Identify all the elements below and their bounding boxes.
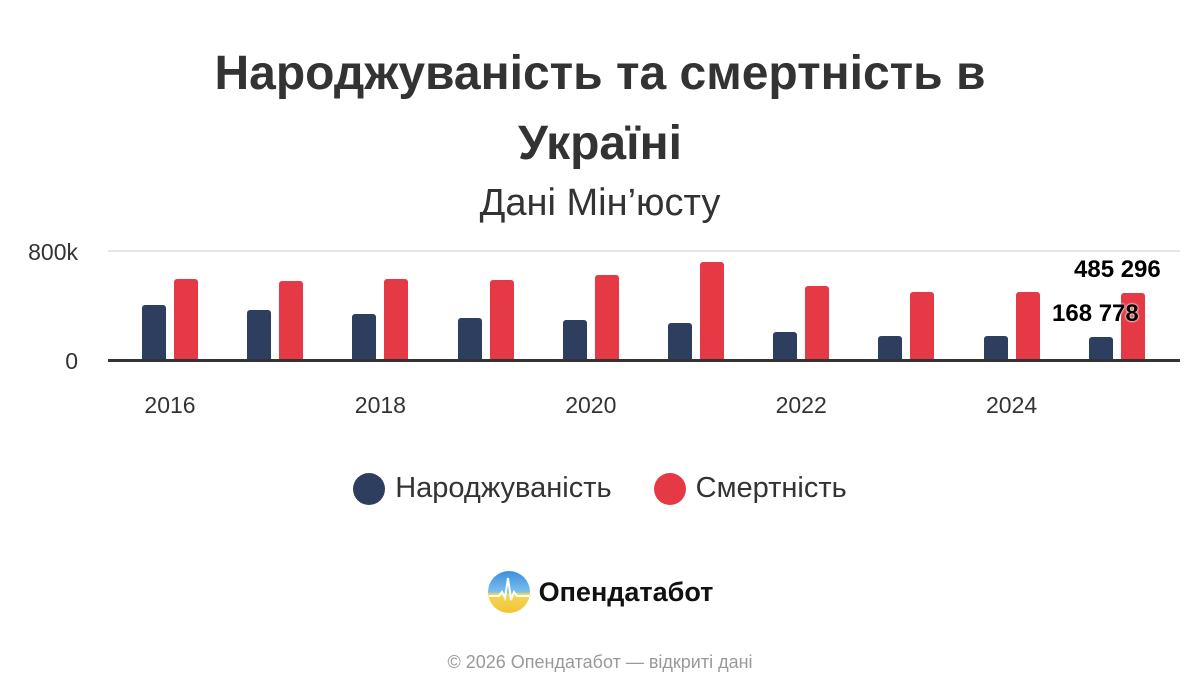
- bar-deaths-2019[interactable]: [489, 280, 514, 360]
- data-label-deaths-2025: 485 296: [1074, 256, 1161, 283]
- gridline-800k: [108, 250, 1180, 252]
- bar-deaths-2023[interactable]: [910, 292, 935, 360]
- bar-births-2018[interactable]: [352, 314, 377, 360]
- x-tick-2016: 2016: [144, 392, 196, 418]
- footer-copyright: © 2026 Опендатабот — відкриті дані: [447, 652, 753, 672]
- legend: Народжуваність Смертність: [0, 472, 1200, 505]
- bar-births-2017[interactable]: [247, 310, 272, 360]
- x-tick-2022: 2022: [775, 392, 827, 418]
- bar-deaths-2017[interactable]: [279, 281, 304, 360]
- brand-logo: Опендатабот: [0, 570, 1200, 614]
- bar-births-2020[interactable]: [562, 320, 587, 360]
- legend-dot-icon: [653, 472, 686, 505]
- chart-subtitle: Дані Мін’юсту: [479, 182, 721, 224]
- legend-label-deaths: Смертність: [695, 472, 847, 504]
- y-tick-0: 0: [65, 348, 78, 374]
- chart-title-line-2: Україні: [518, 117, 682, 170]
- legend-item-births[interactable]: Народжуваність: [353, 472, 612, 505]
- y-tick-800k: 800k: [28, 239, 78, 265]
- chart-title-line-1: Народжуваність та смертність в: [214, 47, 986, 100]
- bar-deaths-2024[interactable]: [1015, 292, 1040, 360]
- bar-deaths-2018[interactable]: [384, 279, 409, 360]
- data-label-births-2025: 168 778: [1052, 300, 1139, 327]
- legend-dot-icon: [353, 472, 386, 505]
- legend-item-deaths[interactable]: Смертність: [653, 472, 847, 505]
- bar-births-2025[interactable]: [1088, 337, 1113, 360]
- x-tick-2020: 2020: [565, 392, 617, 418]
- bar-deaths-2025[interactable]: [1120, 293, 1145, 360]
- bar-births-2024[interactable]: [983, 336, 1008, 360]
- bar-births-2019[interactable]: [457, 318, 482, 360]
- legend-label-births: Народжуваність: [395, 472, 612, 504]
- bar-deaths-2020[interactable]: [594, 275, 619, 360]
- bar-deaths-2022[interactable]: [805, 286, 830, 360]
- bar-births-2023[interactable]: [878, 336, 903, 360]
- x-axis-line: [108, 359, 1180, 362]
- bar-deaths-2021[interactable]: [700, 262, 724, 360]
- bar-deaths-2016[interactable]: [174, 279, 198, 360]
- x-tick-2024: 2024: [986, 392, 1038, 418]
- bar-births-2021[interactable]: [668, 323, 692, 360]
- bar-births-2016[interactable]: [142, 305, 166, 360]
- brand-name: Опендатабот: [538, 576, 714, 607]
- x-tick-2018: 2018: [354, 392, 406, 418]
- bar-births-2022[interactable]: [773, 332, 798, 360]
- opendatabot-logo-icon: [487, 571, 530, 613]
